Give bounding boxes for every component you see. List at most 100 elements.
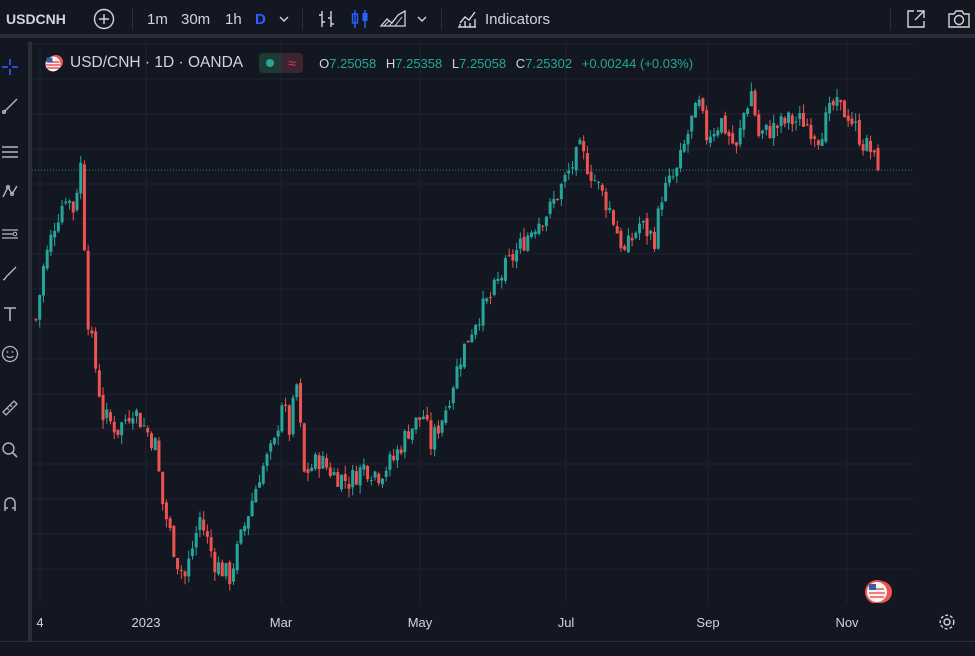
candle-body	[809, 124, 813, 140]
drawing-toolbar	[0, 42, 32, 655]
flag-badge	[865, 580, 892, 604]
magnet-tool[interactable]	[0, 492, 20, 516]
interval-1d[interactable]: D	[255, 0, 266, 38]
candle-body	[630, 237, 634, 241]
candle-body	[399, 449, 403, 454]
candle-body	[712, 133, 716, 137]
screenshot-button[interactable]	[946, 0, 972, 38]
candle-body	[403, 431, 407, 453]
candle-body	[328, 467, 332, 477]
interval-dropdown[interactable]	[278, 0, 290, 38]
candle-body	[556, 198, 560, 200]
magnet-icon	[4, 497, 16, 511]
high-label: H	[385, 55, 396, 71]
crosshair-tool[interactable]	[0, 55, 20, 79]
emoji-tool[interactable]	[0, 342, 20, 366]
fullscreen-button[interactable]	[904, 0, 928, 38]
trend-line-tool[interactable]	[0, 94, 20, 118]
candle-body	[801, 113, 805, 127]
candle-body	[600, 184, 604, 191]
candle-body	[451, 387, 455, 404]
settings-gear-icon[interactable]	[938, 613, 956, 631]
candle-body	[120, 422, 124, 436]
fib-tool[interactable]	[0, 140, 20, 164]
candle-body	[436, 425, 440, 434]
candle-body	[805, 124, 809, 126]
candle-body	[146, 427, 150, 433]
candle-body	[790, 115, 794, 125]
candle-body	[708, 136, 712, 143]
candle-body	[265, 454, 269, 466]
candle-body	[202, 519, 206, 531]
area-style-button[interactable]	[379, 0, 407, 38]
candle-body	[567, 170, 571, 174]
compare-symbol-button[interactable]	[93, 0, 115, 38]
x-tick-label: Sep	[696, 615, 720, 630]
candles-style-button[interactable]	[349, 0, 371, 38]
candle-body	[138, 413, 142, 428]
candle-body	[779, 116, 783, 127]
x-tick-label: Nov	[835, 615, 859, 630]
symbol-title[interactable]: USD/CNH · 1D · OANDA	[70, 54, 244, 71]
candle-body	[481, 298, 485, 326]
symbol-search[interactable]: USDCNH	[6, 0, 66, 38]
candle-body	[869, 140, 873, 153]
candle-body	[41, 266, 45, 296]
chart-type-dropdown[interactable]	[416, 0, 428, 38]
candle-body	[544, 216, 548, 226]
candle-body	[500, 277, 504, 281]
candle-body	[258, 482, 262, 488]
candle-body	[559, 184, 563, 200]
candle-body	[667, 175, 671, 183]
candle-body	[679, 150, 683, 169]
candle-body	[366, 466, 370, 480]
candle-body	[466, 340, 470, 343]
low-value: 7.25058	[459, 55, 507, 71]
wave-icon: ≈	[281, 53, 304, 73]
interval-30m[interactable]: 30m	[181, 0, 210, 38]
candle-body	[727, 131, 731, 137]
chart-pane[interactable]	[32, 42, 914, 604]
text-icon	[4, 307, 16, 321]
candle-body	[775, 125, 779, 128]
pattern-tool[interactable]	[0, 179, 20, 203]
brush-tool[interactable]	[0, 261, 20, 285]
price-scale[interactable]	[914, 42, 975, 641]
open-value: 7.25058	[329, 55, 377, 71]
candle-body	[116, 429, 120, 436]
interval-label: 30m	[181, 10, 211, 28]
zoom-icon	[2, 442, 18, 458]
x-tick-label: 4	[36, 615, 44, 630]
forecast-tool[interactable]	[0, 222, 20, 246]
text-tool[interactable]	[0, 302, 20, 326]
candle-body	[652, 231, 656, 250]
candle-body	[496, 278, 500, 281]
candle-body	[738, 127, 742, 145]
interval-1m[interactable]: 1m	[147, 0, 168, 38]
candle-body	[284, 404, 288, 406]
candle-body	[671, 176, 675, 178]
market-status[interactable]: ≈	[259, 53, 304, 73]
candles-layer	[34, 82, 880, 591]
candle-body	[511, 254, 515, 261]
bars-style-button[interactable]	[316, 0, 338, 38]
measure-tool[interactable]	[0, 396, 20, 420]
interval-label: D	[255, 10, 266, 28]
interval-1h[interactable]: 1h	[225, 0, 242, 38]
candle-body	[149, 433, 153, 449]
candle-body	[589, 171, 593, 181]
candle-body	[522, 236, 526, 251]
bar-chart-icon	[319, 11, 334, 27]
x-tick-label: 2023	[131, 615, 161, 630]
time-axis[interactable]: 4 2023 Mar May Jul Sep Nov	[32, 603, 955, 641]
candle-body	[660, 202, 664, 210]
zoom-tool[interactable]	[0, 438, 20, 462]
candle-body	[649, 230, 653, 234]
candle-body	[876, 148, 880, 171]
external-link-icon	[907, 10, 925, 28]
candle-body	[787, 112, 791, 123]
price-chart[interactable]	[32, 42, 914, 604]
indicators-button[interactable]: Indicators	[456, 0, 550, 38]
candle-body	[749, 91, 753, 107]
candle-body	[533, 231, 537, 235]
